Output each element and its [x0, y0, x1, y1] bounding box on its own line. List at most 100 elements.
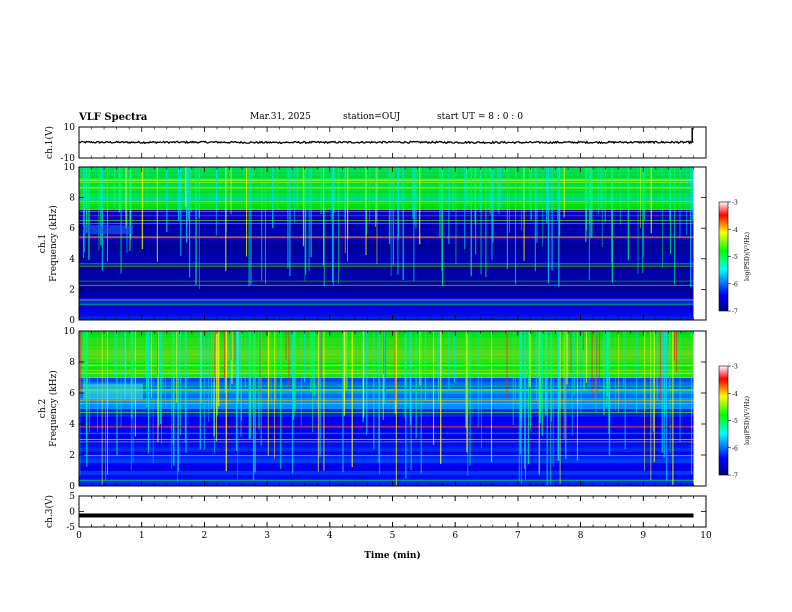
ch2-spectrogram-ylabel-frequency: Frequency (kHz) — [48, 370, 59, 447]
ch1-spectrogram-plot — [79, 167, 706, 321]
ch1-spectrogram-band — [79, 274, 694, 279]
ch2-spectrogram-band — [79, 354, 694, 359]
ch2-spectrogram-band — [79, 443, 694, 448]
colorbar-tick-label: -5 — [732, 254, 738, 261]
y-tick-label: 8 — [69, 358, 75, 368]
ch1-spectrogram-band — [79, 197, 694, 202]
colorbar-tick-label: -6 — [732, 281, 738, 288]
ch2-spectrogram-band — [79, 331, 694, 336]
ch1-spectrogram-band — [79, 228, 694, 233]
figure-title: VLF Spectra — [79, 112, 148, 123]
station-label: station=OUJ — [343, 112, 401, 122]
ch2-spectrogram-band — [79, 427, 694, 433]
ch1-spectrogram-band — [79, 312, 694, 317]
ch1-spectrogram-band — [79, 201, 694, 206]
colorbar-tick-label: -3 — [732, 364, 738, 371]
ch2-spectrogram-band — [79, 420, 694, 425]
ch1-spectrogram-band — [79, 220, 694, 225]
ch2-spectrogram-band — [79, 338, 694, 344]
ch1-spectrogram-band — [79, 232, 694, 237]
ch1-spectrogram-band — [79, 247, 694, 252]
ch2-spectrogram-band — [79, 350, 694, 355]
ch1-spectrogram-band — [79, 189, 694, 195]
ch1-spectrogram-band — [79, 281, 694, 287]
ch1-spectrogram-band — [79, 258, 694, 264]
ch1-spectrogram-band — [79, 262, 694, 267]
ch2-spectrogram-band — [79, 346, 694, 351]
ch1-spectrogram-band — [79, 308, 694, 313]
ch2-spectrogram-band — [79, 385, 694, 390]
ch3-waveform-bg — [79, 496, 706, 527]
ch1-spectrogram-band — [79, 239, 694, 244]
y-tick-label: 2 — [69, 451, 75, 461]
y-tick-label: 0 — [69, 482, 75, 492]
ch2-spectrogram-band — [79, 381, 694, 386]
ch2-spectrogram-band — [79, 474, 694, 479]
ch1-spectrogram-band — [79, 304, 694, 310]
ch1-spectrogram-band — [79, 167, 694, 172]
y-tick-label: 10 — [64, 327, 76, 337]
ch2-spectrogram-colorbar — [718, 365, 729, 476]
ch1-spectrogram-band — [79, 170, 694, 176]
ch2-spectrogram-plot — [79, 331, 706, 487]
y-tick-label: -5 — [66, 523, 75, 533]
ch2-spectrogram-band — [79, 362, 694, 367]
ch2-spectrogram-band — [79, 377, 694, 382]
x-tick-label: 10 — [700, 531, 712, 541]
y-tick-label: 10 — [64, 123, 76, 133]
ch2-spectrogram-band — [79, 404, 694, 409]
x-tick-label: 9 — [640, 531, 646, 541]
ch2-spectrogram-band — [79, 412, 694, 417]
ch2-spectrogram-band — [79, 462, 694, 468]
ch1-spectrogram-band — [79, 205, 694, 210]
ch1-spectrogram-band — [79, 285, 694, 290]
ch1-spectrogram-band — [79, 316, 694, 321]
x-tick-label: 0 — [76, 531, 82, 541]
x-axis-label: Time (min) — [364, 550, 421, 561]
ch1-spectrogram-colorbar-label: log(PSD)(V²/Hz) — [744, 232, 751, 281]
ch2-spectrogram-band — [79, 470, 694, 475]
ch2-spectrogram-band — [79, 458, 694, 464]
ch2-spectrogram-band — [79, 389, 694, 394]
ch2-spectrogram-band — [79, 482, 694, 487]
ch2-spectrogram-band — [79, 466, 694, 471]
ch1-spectrogram-band — [79, 289, 694, 294]
ch1-spectrogram-colorbar — [718, 201, 729, 312]
ch2-spectrogram-band — [79, 373, 694, 378]
ch2-spectrogram-band — [79, 408, 694, 413]
colorbar-tick-label: -7 — [732, 473, 738, 480]
ch1-waveform-ylabel: ch.1(V) — [44, 126, 55, 159]
y-tick-label: 2 — [69, 285, 75, 295]
y-tick-label: 10 — [64, 163, 76, 173]
x-tick-label: 5 — [390, 531, 396, 541]
start-time-label: start UT = 8 : 0 : 0 — [437, 112, 523, 122]
colorbar-tick-label: -4 — [732, 227, 738, 234]
ch1-spectrogram-band — [79, 182, 694, 187]
y-tick-label: 0 — [69, 316, 75, 326]
colorbar-tick-label: -3 — [732, 200, 738, 207]
colorbar-tick-label: -4 — [732, 391, 738, 398]
ch2-spectrogram-band — [79, 369, 694, 375]
ch1-spectrogram-band — [79, 254, 694, 260]
ch2-spectrogram-band — [79, 447, 694, 452]
ch1-spectrogram-ylabel-frequency: Frequency (kHz) — [48, 205, 59, 282]
ch1-spectrogram-band — [79, 251, 694, 256]
ch2-spectrogram-band — [79, 342, 694, 347]
ch2-spectrogram-band — [79, 358, 694, 363]
ch1-spectrogram-band — [79, 243, 694, 248]
ch1-spectrogram-band — [79, 193, 694, 199]
y-tick-label: 5 — [69, 492, 75, 502]
ch2-spectrogram-band — [79, 400, 694, 406]
colorbar-tick-label: -6 — [732, 445, 738, 452]
colorbar-tick-label: -7 — [732, 309, 738, 316]
ch2-spectrogram-band — [79, 435, 694, 440]
ch2-spectrogram-band — [79, 416, 694, 421]
ch2-spectrogram-band — [79, 455, 694, 460]
x-tick-label: 3 — [264, 531, 270, 541]
ch2-spectrogram-band — [79, 334, 694, 340]
ch1-spectrogram-band — [79, 209, 694, 214]
y-tick-label: 0 — [69, 508, 75, 518]
ch2-spectrogram-band — [79, 365, 694, 371]
